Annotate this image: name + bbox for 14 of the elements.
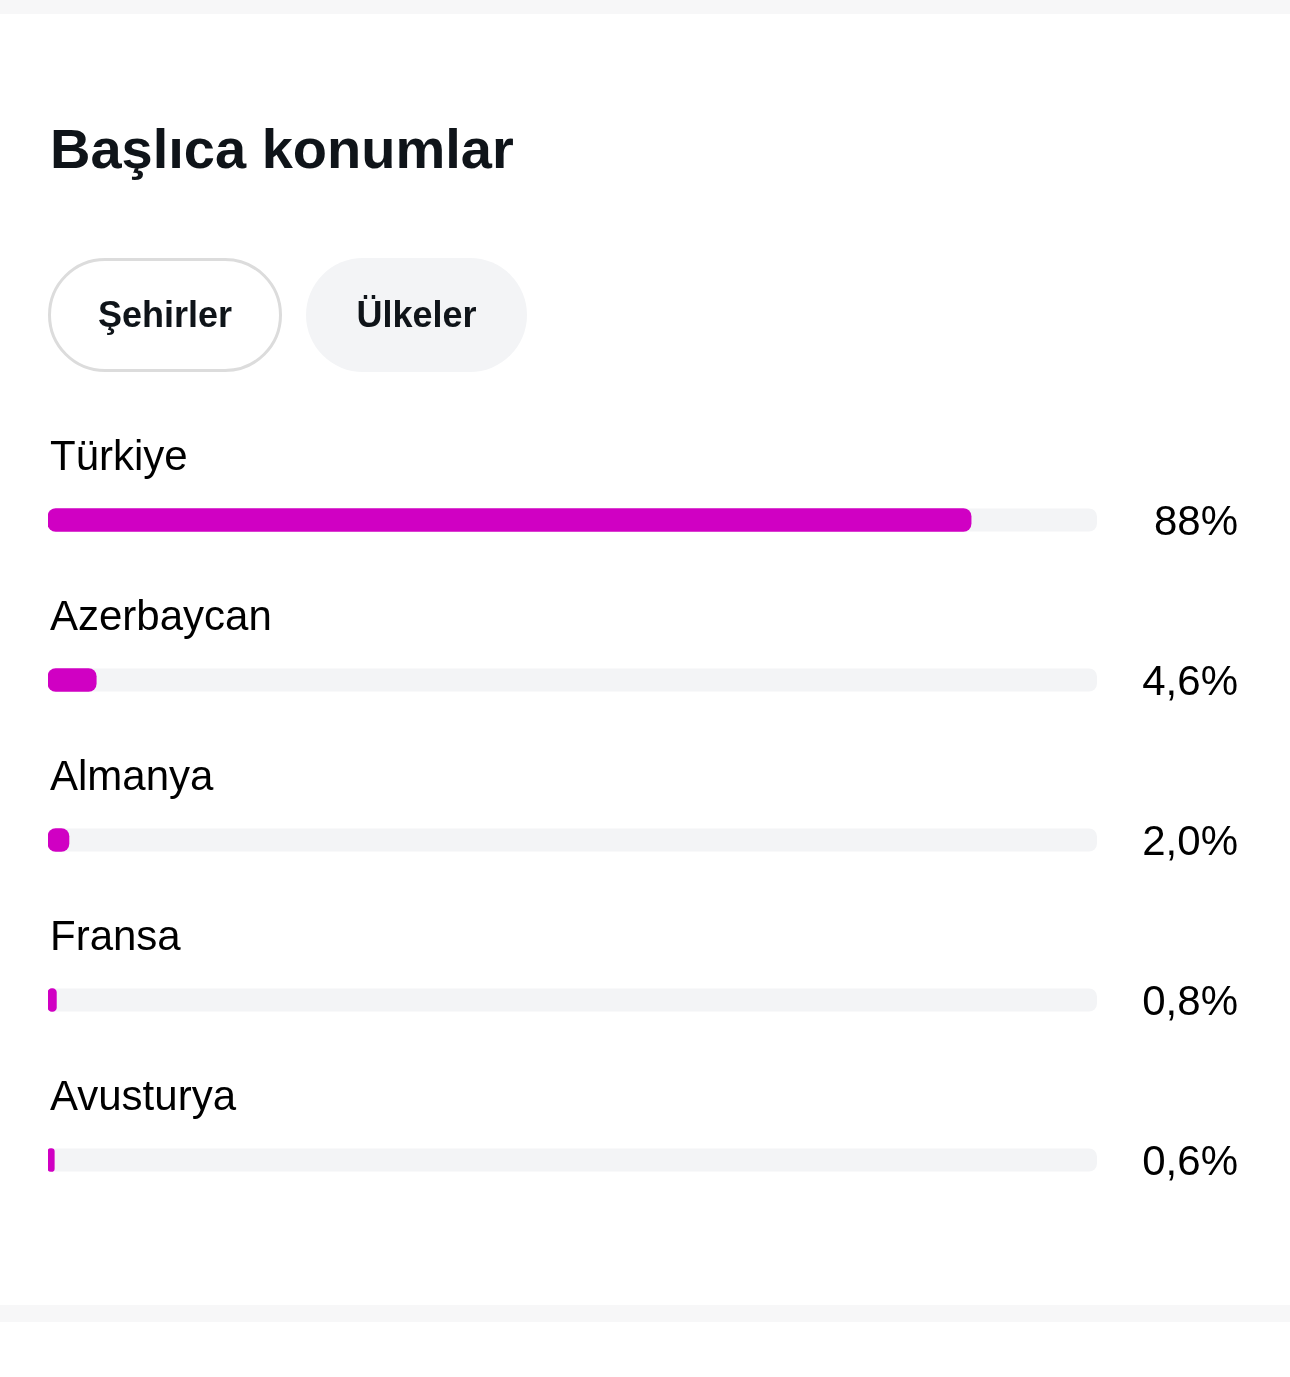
data-label: 4,6% bbox=[1142, 657, 1238, 704]
data-label: 0,6% bbox=[1142, 1137, 1238, 1184]
y-tick-label: Azerbaycan bbox=[50, 592, 272, 639]
data-label: 2,0% bbox=[1142, 817, 1238, 864]
chart-title: Başlıca konumlar bbox=[50, 117, 514, 180]
data-label: 0,8% bbox=[1142, 977, 1238, 1024]
data-label: 88% bbox=[1153, 497, 1238, 544]
text: Şehirler bbox=[96, 294, 234, 335]
y-tick-label: Türkiye bbox=[50, 432, 188, 479]
text: Ülkeler bbox=[355, 294, 478, 335]
bar bbox=[48, 668, 97, 692]
y-tick-label: Avusturya bbox=[50, 1072, 237, 1119]
y-tick-label: Fransa bbox=[50, 912, 182, 959]
y-tick-label: Almanya bbox=[50, 752, 215, 799]
